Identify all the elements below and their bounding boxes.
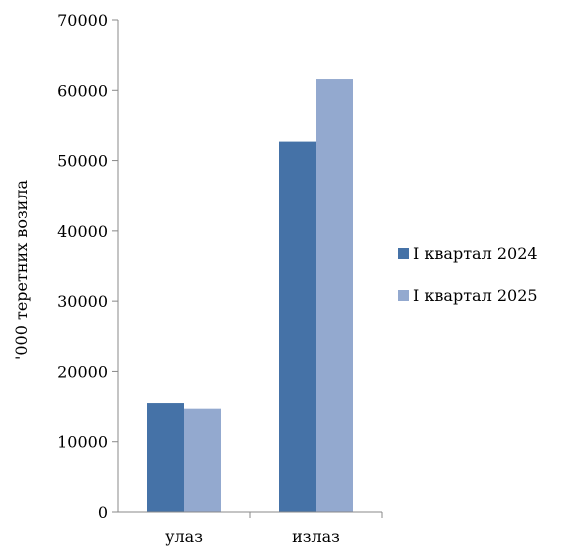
y-tick-label: 20000: [57, 362, 108, 381]
y-tick-label: 70000: [57, 11, 108, 30]
legend-label-1: I квартал 2025: [413, 286, 538, 305]
y-axis-title: '000 теретних возила: [12, 180, 31, 361]
bar-0-series-0: [147, 403, 184, 512]
x-category-label: улаз: [165, 527, 203, 546]
x-axis-labels: улаз излаз: [165, 512, 383, 546]
legend: I квартал 2024 I квартал 2025: [398, 244, 538, 305]
x-category-label: излаз: [292, 527, 340, 546]
y-tick-label: 50000: [57, 152, 108, 171]
y-axis-ticks: 0 10000 20000 30000 40000 50000 60000 70000: [57, 11, 118, 522]
bar-1-series-0: [279, 141, 316, 512]
legend-swatch-0: [398, 248, 409, 259]
bar-0-series-1: [184, 408, 221, 512]
y-tick-label: 10000: [57, 433, 108, 452]
bars-group: [147, 79, 353, 512]
legend-label-0: I квартал 2024: [413, 244, 538, 263]
legend-swatch-1: [398, 290, 409, 301]
y-tick-label: 40000: [57, 222, 108, 241]
y-tick-label: 0: [98, 503, 108, 522]
bar-1-series-1: [316, 79, 353, 512]
y-tick-label: 30000: [57, 292, 108, 311]
y-tick-label: 60000: [57, 81, 108, 100]
